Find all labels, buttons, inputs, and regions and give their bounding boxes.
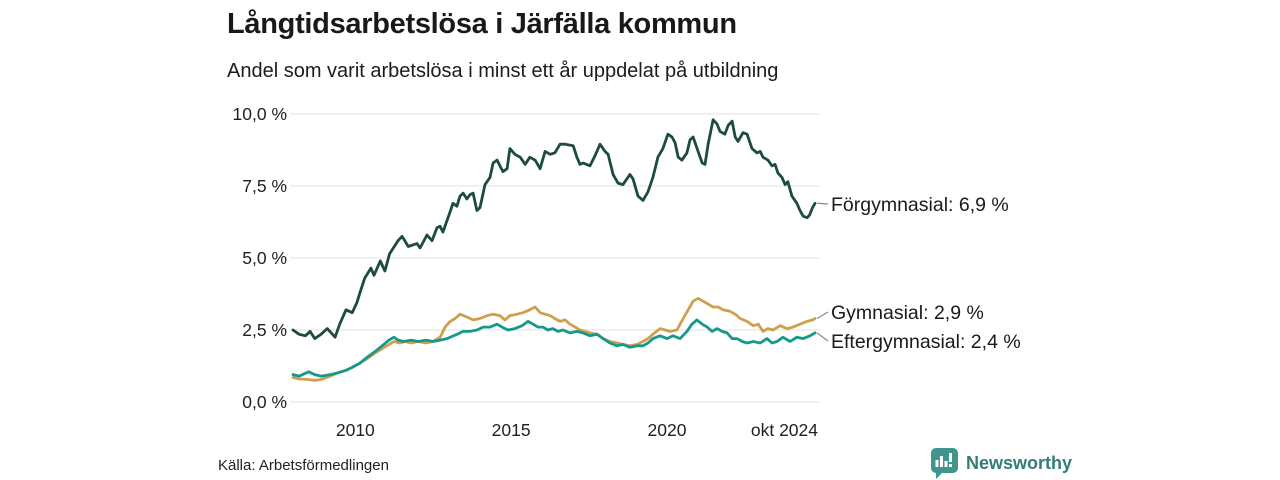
series-end-label-eftergymnasial: Eftergymnasial: 2,4 %: [831, 331, 1021, 353]
newsworthy-wordmark: Newsworthy: [966, 453, 1073, 473]
page-title: Långtidsarbetslösa i Järfälla kommun: [227, 8, 737, 40]
y-axis-tick-label: 7,5 %: [242, 176, 287, 196]
chart-subtitle: Andel som varit arbetslösa i minst ett å…: [227, 60, 779, 82]
series-end-label-forgymnasial: Förgymnasial: 6,9 %: [831, 194, 1009, 216]
series-line-eftergymnasial: [291, 318, 817, 378]
y-axis-tick-label: 2,5 %: [242, 320, 287, 340]
source-note: Källa: Arbetsförmedlingen: [218, 457, 389, 474]
y-axis-tick-label: 0,0 %: [242, 392, 287, 412]
series-end-label-gymnasial: Gymnasial: 2,9 %: [831, 302, 984, 324]
y-axis-tick-label: 10,0 %: [233, 104, 287, 124]
x-axis-tick-label: 2015: [492, 420, 531, 440]
annotation-leader-line: [816, 311, 829, 319]
newsworthy-brand: Newsworthy: [929, 447, 1072, 480]
series-line-forgymnasial: [291, 118, 817, 341]
annotation-leader-line: [816, 202, 829, 205]
x-axis-tick-label: okt 2024: [751, 420, 818, 440]
newsworthy-logo-icon: [931, 448, 958, 479]
series-line-gymnasial: [291, 296, 817, 382]
x-axis-tick-label: 2020: [648, 420, 687, 440]
annotation-leader-line: [816, 332, 829, 342]
y-axis-tick-label: 5,0 %: [242, 248, 287, 268]
x-axis-tick-label: 2010: [336, 420, 375, 440]
